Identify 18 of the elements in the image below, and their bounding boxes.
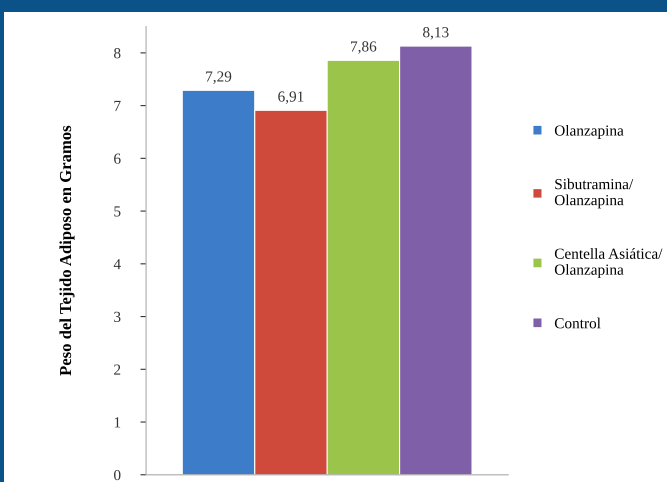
data-label: 7,86 [351,41,376,54]
y-tick-label: 0 [114,470,120,480]
y-tick-label: 1 [114,417,120,428]
y-tick-label: 6 [114,154,121,164]
y-tick-label: 8 [114,48,120,58]
legend-label: Sibutramina/ Olanzapina [554,178,634,208]
legend-label: Olanzapina [554,124,624,139]
data-label: 7,29 [206,71,232,84]
y-tick-label: 7 [114,100,121,111]
y-tick-label: 2 [114,364,120,375]
data-label: 6,91 [278,91,304,104]
y-tick-label: 4 [114,259,121,270]
y-axis-title: Peso del Tejido Adiposo en Gramos [59,126,75,376]
y-tick-label: 5 [114,206,120,217]
y-tick-label: 3 [114,312,120,322]
legend-label: Control [554,318,601,328]
data-label: 8,13 [423,27,449,40]
legend-label: Centella Asiática/ Olanzapina [554,248,662,278]
